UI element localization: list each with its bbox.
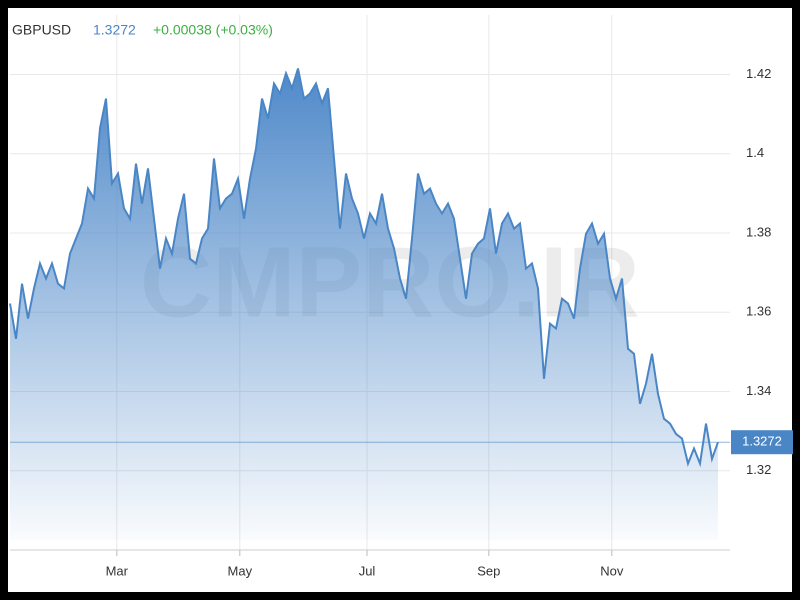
x-tick-label: Jul — [359, 563, 376, 578]
line — [9, 68, 719, 468]
x-tick-label: Nov — [600, 563, 624, 578]
y-tick-label: 1.42 — [746, 66, 771, 81]
price: 1.3272 — [93, 22, 136, 38]
plot: 1.3272 — [9, 68, 793, 540]
last-price-box — [731, 430, 793, 455]
y-tick-label: 1.38 — [746, 224, 771, 239]
last-price-label: 1.3272 — [742, 434, 782, 449]
x-tick-label: May — [228, 563, 253, 578]
y-tick-label: 1.34 — [746, 383, 771, 398]
x-tick-label: Sep — [477, 563, 500, 578]
symbol: GBPUSD — [12, 22, 71, 38]
area — [10, 68, 718, 540]
change: +0.00038 (+0.03%) — [153, 22, 273, 38]
x-tick-label: Mar — [106, 563, 129, 578]
y-tick-label: 1.4 — [746, 145, 764, 160]
y-tick-label: 1.36 — [746, 304, 771, 319]
y-tick-label: 1.32 — [746, 462, 771, 477]
